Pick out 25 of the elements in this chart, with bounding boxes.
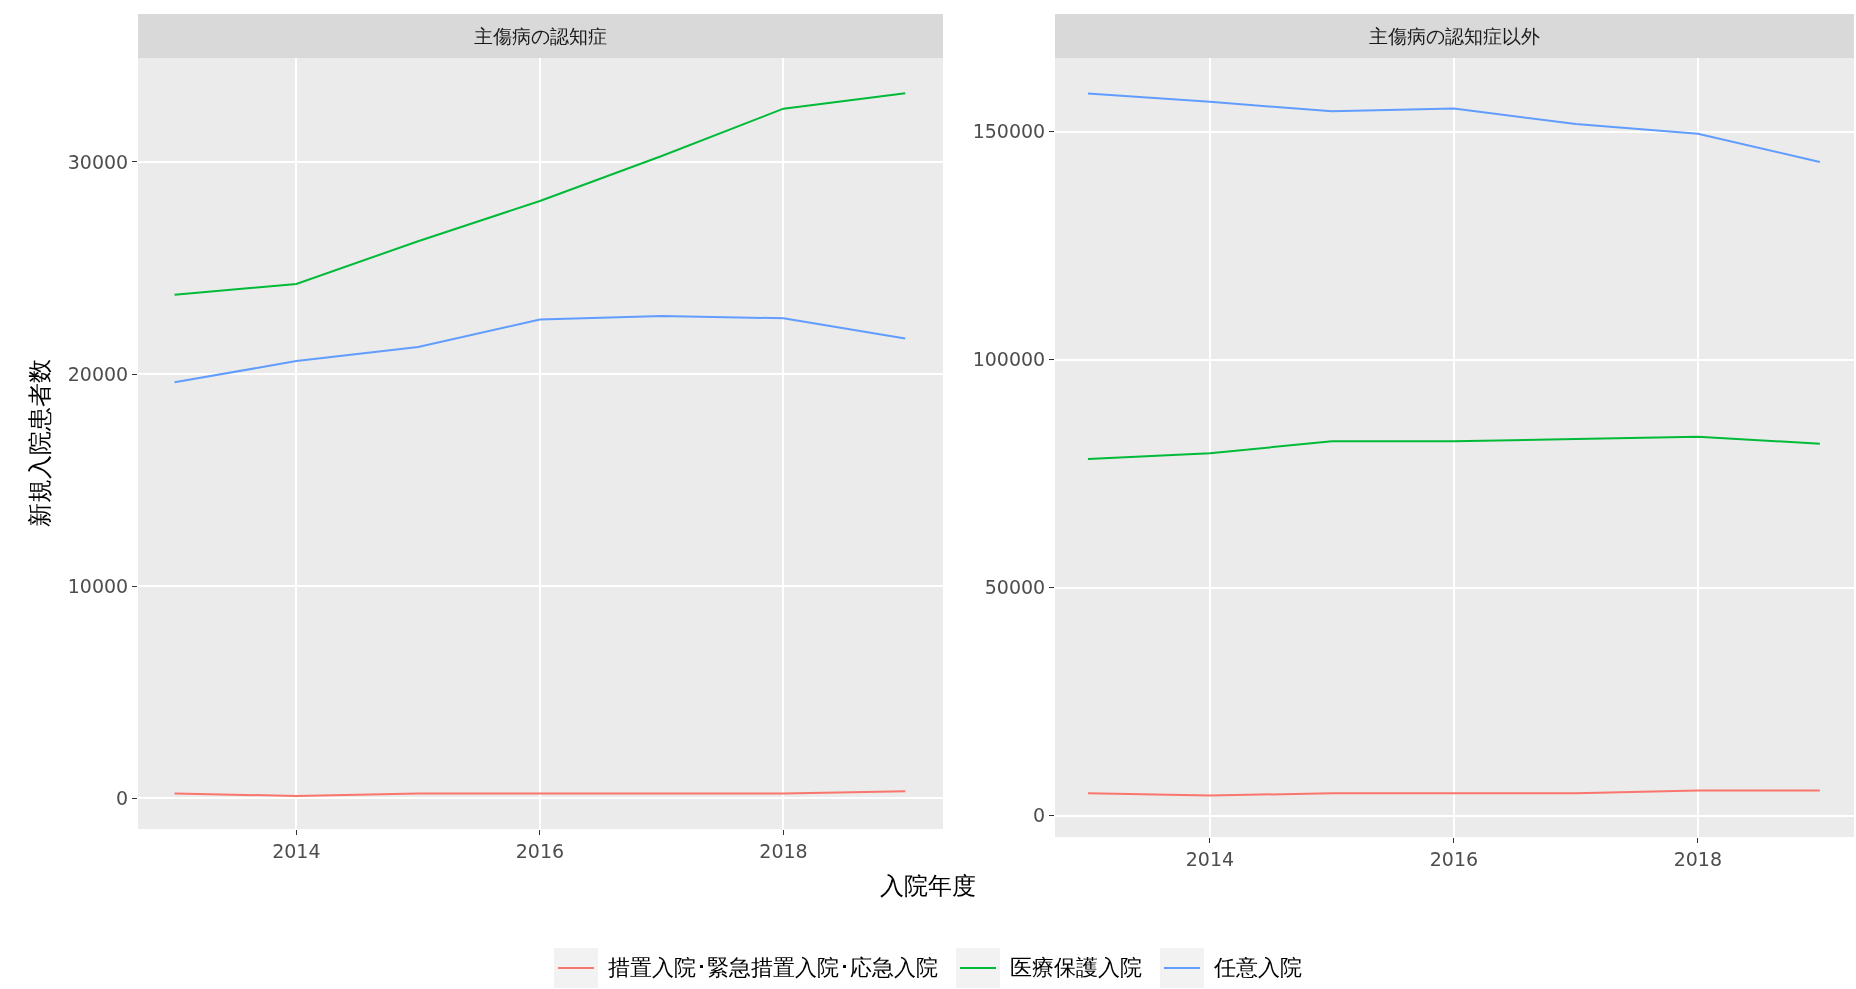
y-tick-label: 10000 [67, 574, 129, 597]
y-tick-label: 20000 [67, 362, 129, 385]
x-tick-label: 2018 [1673, 847, 1723, 870]
x-tick-label: 2014 [272, 839, 321, 862]
chart-title: 主傷病の認知症 [474, 25, 607, 47]
y-tick-label: 0 [1033, 804, 1046, 827]
legend-label: 任意入院 [1214, 954, 1302, 982]
y-tick-label: 30000 [67, 150, 129, 173]
y-tick-label: 150000 [972, 120, 1046, 143]
legend-label: 措置入院･緊急措置入院･応急入院 [608, 954, 938, 982]
x-axis-title: 入院年度 [879, 871, 977, 902]
y-tick-label: 100000 [972, 348, 1046, 371]
y-tick-label: 0 [116, 786, 129, 809]
x-tick-label: 2018 [759, 839, 808, 862]
x-tick-label: 2016 [1429, 847, 1479, 870]
line-series [1086, 435, 1821, 461]
chart-title: 主傷病の認知症以外 [1369, 25, 1540, 47]
x-tick-label: 2014 [1185, 847, 1235, 870]
line-series [173, 314, 907, 384]
line-series [173, 92, 907, 296]
x-tick-label: 2016 [515, 839, 565, 862]
line-series [1086, 92, 1821, 163]
y-axis-title: 新規入院患者数 [25, 359, 54, 528]
legend-label: 医療保護入院 [1010, 954, 1142, 982]
y-tick-label: 50000 [984, 576, 1046, 599]
